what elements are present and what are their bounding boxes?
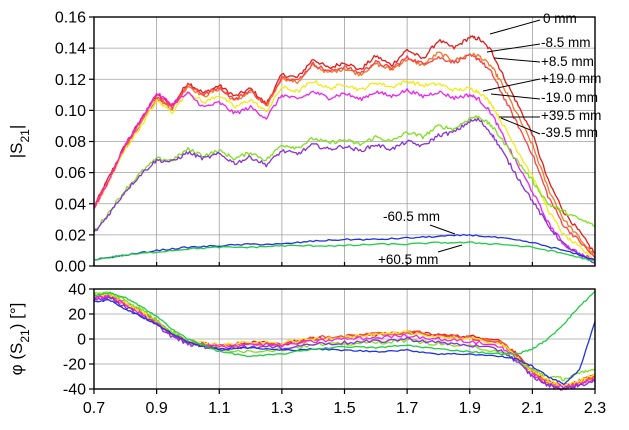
- y-tick-label: 0.10: [55, 103, 86, 120]
- series-line-39-5-mm: [93, 115, 596, 233]
- series-line-19-0-mm: [93, 79, 596, 261]
- y-tick-label: 0.12: [55, 72, 86, 89]
- annotation-leader-line: [486, 43, 541, 53]
- x-tick-label: 0.9: [146, 400, 168, 417]
- annotation-leader-line: [482, 78, 541, 92]
- series-line-39-5-mm: [93, 117, 596, 264]
- y-tick-label: 0: [77, 332, 86, 349]
- x-tick-label: 1.5: [333, 400, 355, 417]
- annotation-leader-line: [493, 57, 541, 63]
- y-tick-label: 0.08: [55, 134, 86, 151]
- series-line-8-5-mm: [93, 294, 596, 390]
- annotation-leader-line: [437, 244, 463, 253]
- series-annotation-label: -60.5 mm: [383, 209, 440, 224]
- magnitude-grid: [94, 17, 595, 266]
- magnitude-panel: 0.00 0.02 0.04 0.06 0.08 0.10 0.12 0.14 0.16 |S2…: [7, 10, 601, 276]
- annotation-leader-line: [429, 224, 456, 235]
- series-annotation-label: -19.0 mm: [541, 90, 598, 105]
- x-tick-labels: 0.7 0.9 1.1 1.3 1.5 1.7 1.9 2.1 2.3: [83, 400, 606, 417]
- phase-ticks: [89, 288, 596, 394]
- annotation-leader-line: [500, 117, 541, 135]
- x-tick-label: 1.1: [208, 400, 230, 417]
- series-line-60-5-mm: [94, 290, 596, 358]
- y-tick-label: 0.14: [55, 41, 86, 58]
- y-tick-label: 0.02: [55, 227, 86, 244]
- series-annotation-label: +19.0 mm: [541, 71, 601, 86]
- series-line-60-5-mm: [93, 233, 596, 261]
- phase-grid: [94, 289, 595, 389]
- y-tick-label: 0.06: [55, 165, 86, 182]
- series-line-60-5-mm: [93, 241, 596, 262]
- phase-y-axis-label: φ (S21) [°]: [7, 303, 32, 376]
- y-tick-label: 0.04: [55, 196, 86, 213]
- series-annotations: 0 mm -8.5 mm +8.5 mm +19.0 mm -19.0 mm +39.5 …: [378, 11, 601, 267]
- y-tick-label: 0.00: [55, 259, 86, 276]
- series-annotation-label: +8.5 mm: [541, 54, 594, 69]
- x-tick-label: 2.1: [521, 400, 543, 417]
- annotation-leader-line: [490, 93, 541, 100]
- phase-y-tick-labels: -40 -20 0 20 40: [63, 282, 86, 399]
- series-line-8-5-mm: [93, 53, 596, 259]
- annotation-leader-line: [489, 19, 541, 35]
- series-annotation-label: +39.5 mm: [541, 108, 601, 123]
- magnitude-y-tick-labels: 0.00 0.02 0.04 0.06 0.08 0.10 0.12 0.14 0.16: [55, 10, 86, 276]
- magnitude-y-ticks: [89, 16, 596, 267]
- phase-series-lines: [93, 290, 596, 391]
- y-tick-label: 0.16: [55, 10, 86, 27]
- x-tick-label: 1.9: [459, 400, 481, 417]
- x-tick-label: 1.3: [271, 400, 293, 417]
- series-line-60-5-mm: [93, 298, 596, 386]
- y-tick-label: 40: [68, 282, 86, 299]
- y-tick-label: -20: [63, 357, 86, 374]
- series-annotation-label: 0 mm: [543, 11, 577, 26]
- magnitude-y-axis-label: |S21|: [7, 125, 32, 159]
- x-tick-label: 1.7: [396, 400, 418, 417]
- series-annotation-label: -39.5 mm: [541, 125, 598, 140]
- x-tick-label: 0.7: [83, 400, 105, 417]
- y-tick-label: -40: [63, 382, 86, 399]
- x-tick-label: 2.3: [584, 400, 606, 417]
- series-annotation-label: +60.5 mm: [378, 252, 438, 267]
- series-annotation-label: -8.5 mm: [541, 35, 591, 50]
- y-tick-label: 20: [68, 307, 86, 324]
